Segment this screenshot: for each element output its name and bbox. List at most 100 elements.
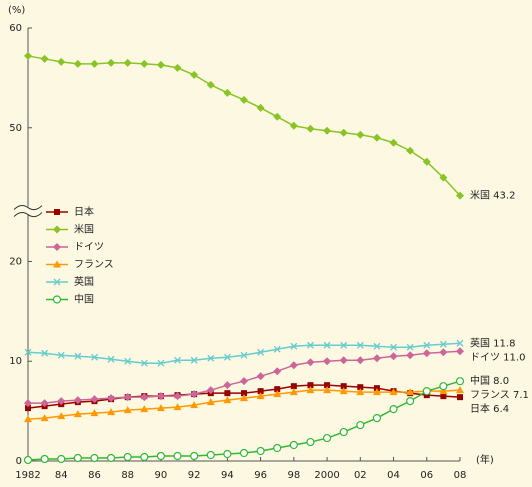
point <box>123 58 132 67</box>
point <box>156 392 165 401</box>
point <box>40 399 49 408</box>
point <box>307 382 314 389</box>
point <box>439 387 448 395</box>
point <box>256 446 265 456</box>
point <box>174 356 181 364</box>
point <box>390 343 397 351</box>
point <box>206 450 215 460</box>
point <box>306 437 315 447</box>
point <box>406 388 415 396</box>
y-tick-label: 60 <box>9 23 22 34</box>
point <box>190 390 199 399</box>
point <box>91 353 98 361</box>
point <box>406 351 415 360</box>
point <box>289 361 298 370</box>
x-tick-label: 06 <box>420 470 433 481</box>
point <box>24 51 32 60</box>
legend-marker <box>53 278 61 286</box>
point <box>306 124 315 133</box>
point <box>356 130 365 139</box>
point <box>173 403 182 411</box>
point <box>24 415 32 423</box>
point <box>240 95 248 104</box>
point <box>156 60 165 69</box>
point <box>23 455 33 465</box>
point <box>57 397 66 406</box>
x-tick-label: 86 <box>88 470 101 481</box>
point <box>289 121 298 130</box>
point <box>140 405 149 413</box>
point <box>223 396 232 404</box>
legend-label: 中国 <box>74 293 94 306</box>
point <box>322 433 332 443</box>
point <box>273 367 282 376</box>
point <box>106 453 116 463</box>
point <box>456 386 464 394</box>
x-tick-label: 02 <box>354 470 367 481</box>
point <box>372 133 381 142</box>
point <box>40 54 49 63</box>
point <box>57 454 66 464</box>
point <box>323 357 332 366</box>
point <box>24 348 32 356</box>
point <box>439 348 448 357</box>
end-label: フランス 7.1 <box>470 389 529 401</box>
point <box>223 381 232 390</box>
point <box>107 394 116 403</box>
point <box>240 377 248 386</box>
point <box>257 388 264 395</box>
point <box>90 453 99 463</box>
point <box>41 349 49 357</box>
point <box>173 63 182 72</box>
legend-label: 米国 <box>74 223 94 236</box>
legend-marker <box>53 243 61 251</box>
end-label: 英国 11.8 <box>470 336 515 349</box>
point <box>340 383 347 390</box>
point <box>289 388 298 396</box>
point <box>156 404 165 412</box>
point <box>257 348 265 356</box>
legend-marker <box>53 260 61 268</box>
point <box>290 342 298 350</box>
point <box>90 395 99 404</box>
point <box>74 352 82 360</box>
point <box>57 57 66 66</box>
x-tick-label: 08 <box>454 470 467 481</box>
point <box>324 382 331 389</box>
point <box>239 448 249 458</box>
point <box>356 420 365 430</box>
point <box>107 58 116 67</box>
point <box>107 408 116 416</box>
point <box>439 382 448 391</box>
point <box>190 401 199 409</box>
point <box>190 356 198 364</box>
point <box>457 394 463 401</box>
point <box>40 414 49 422</box>
point <box>455 377 465 386</box>
legend-label: フランス <box>74 259 114 271</box>
point <box>389 405 398 414</box>
end-label: 中国 8.0 <box>470 374 509 387</box>
point <box>456 339 464 347</box>
legend-marker <box>54 209 60 215</box>
point <box>273 345 281 353</box>
point <box>406 343 414 351</box>
point <box>73 59 82 68</box>
x-tick-label: 1982 <box>15 470 40 481</box>
point <box>339 387 348 395</box>
point <box>356 341 364 349</box>
point <box>439 340 447 348</box>
point <box>289 440 298 450</box>
point <box>340 341 348 349</box>
x-tick-label: 88 <box>121 470 134 481</box>
point <box>190 70 199 79</box>
point <box>223 449 232 459</box>
point <box>123 393 132 402</box>
point <box>24 399 32 408</box>
legend-label: 英国 <box>74 275 94 288</box>
point <box>339 128 348 137</box>
point <box>224 390 231 397</box>
point <box>73 453 82 463</box>
x-tick-label: 98 <box>287 470 300 481</box>
